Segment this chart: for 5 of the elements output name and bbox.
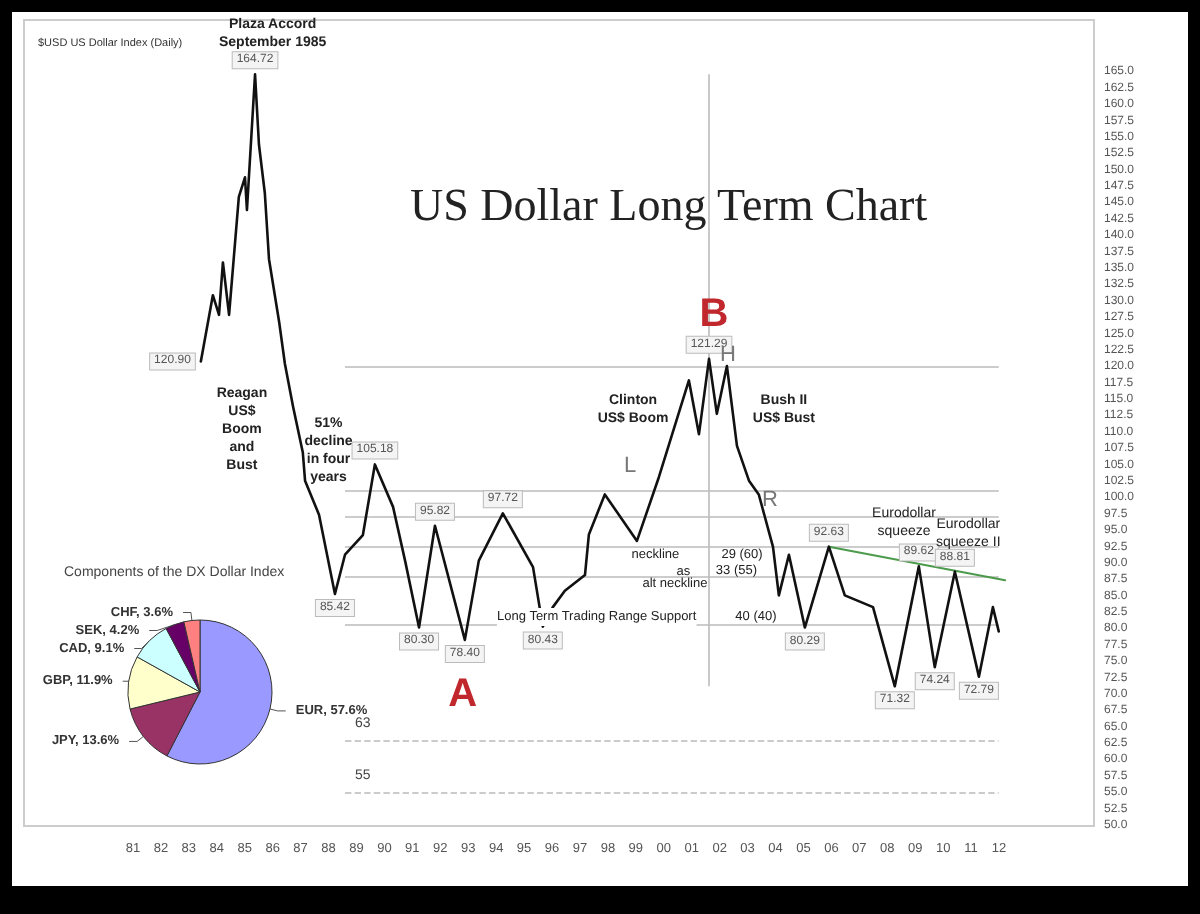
text: US Dollar Long Term Chart [410,180,929,230]
annotation: B [699,291,729,336]
annotation: A [448,671,478,716]
annotation: L [624,454,637,479]
annotation: R [761,488,778,513]
